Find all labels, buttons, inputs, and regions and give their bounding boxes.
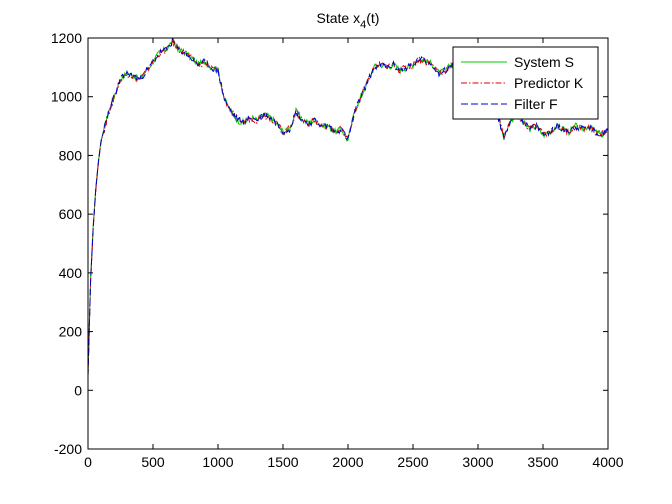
y-tick-label: -200 (54, 441, 82, 457)
x-tick-label: 3000 (462, 454, 493, 470)
y-tick-label: 1000 (51, 89, 82, 105)
chart-title: State x4(t) (317, 10, 380, 31)
legend-label-predictor-k: Predictor K (514, 75, 584, 91)
chart-title-suffix: (t) (366, 10, 379, 26)
y-tick-label: 800 (59, 147, 83, 163)
axes: 0 500 1000 1500 2000 2500 3000 3500 4000-2000200… (51, 30, 624, 470)
x-tick-label: 1000 (202, 454, 233, 470)
y-tick-label: 1200 (51, 30, 82, 46)
x-tick-label: 0 (84, 454, 92, 470)
x-tick-label: 1500 (267, 454, 298, 470)
x-tick-label: 500 (141, 454, 165, 470)
y-tick-label: 200 (59, 324, 83, 340)
y-tick-label: 600 (59, 206, 83, 222)
chart-title-main: State x (317, 10, 361, 26)
legend: System S Predictor K Filter F (452, 46, 599, 120)
legend-label-filter-f: Filter F (514, 96, 558, 112)
x-tick-label: 3500 (527, 454, 558, 470)
x-tick-label: 4000 (592, 454, 623, 470)
legend-label-system-s: System S (514, 54, 574, 70)
series-line-predictor-k (88, 39, 608, 376)
chart-title-subscript: 4 (360, 19, 366, 31)
x-tick-label: 2500 (397, 454, 428, 470)
y-tick-label: 0 (74, 382, 82, 398)
x-tick-label: 2000 (332, 454, 363, 470)
y-tick-label: 400 (59, 265, 83, 281)
